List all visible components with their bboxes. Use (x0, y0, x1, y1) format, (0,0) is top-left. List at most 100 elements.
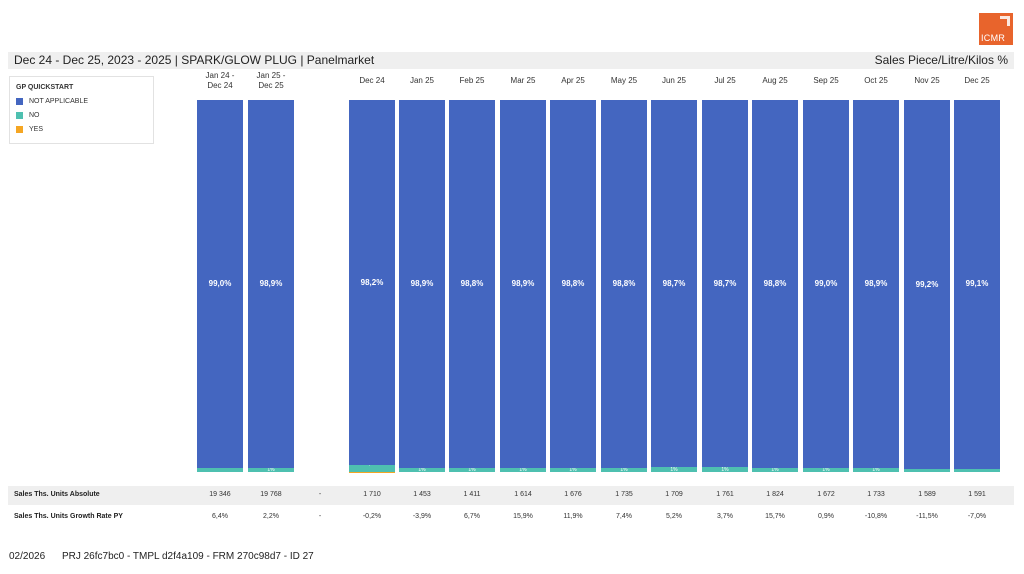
bar-segment-not-applicable (904, 100, 950, 470)
bar-segment-no (752, 467, 798, 472)
table-cell: -10,8% (864, 513, 888, 520)
table-cell: 1 591 (968, 491, 986, 498)
table-cell: 5,2% (666, 513, 682, 520)
data-label: 1% (418, 466, 426, 473)
data-label: 1% (670, 466, 678, 473)
legend-swatch (16, 126, 23, 133)
data-label: 99,0% (208, 279, 232, 289)
bar-segment-not-applicable (803, 100, 849, 469)
bar-segment-not-applicable (500, 100, 546, 468)
table-cell: 15,9% (513, 513, 533, 520)
data-label: 99,0% (814, 279, 838, 289)
category-label-line: Dec 24 (207, 81, 233, 90)
table-cell: 19 768 (260, 491, 282, 498)
bar-segment-not-applicable (248, 100, 294, 468)
title-bar: Dec 24 - Dec 25, 2023 - 2025 | SPARK/GLO… (8, 52, 1014, 69)
table-cell: 7,4% (616, 513, 632, 520)
row-label: Sales Ths. Units Growth Rate PY (14, 513, 123, 520)
bar-segment-no (853, 467, 899, 472)
category-label-line: Oct 25 (864, 76, 888, 85)
data-label: 98,9% (259, 278, 283, 288)
bar-segment-not-applicable (399, 100, 445, 468)
bar-segment-no (651, 467, 697, 472)
table-cell: 3,7% (717, 513, 733, 520)
data-label: 98,8% (763, 278, 787, 288)
table-cell: 1 453 (413, 491, 431, 498)
data-label: 98,2% (360, 277, 384, 287)
data-label: 98,7% (662, 278, 686, 288)
footer: 02/2026 PRJ 26fc7bc0 - TMPL d2f4a109 - F… (9, 551, 328, 562)
legend-swatch (16, 112, 23, 119)
category-label: Nov 25 (897, 76, 957, 86)
category-label: Jan 25 - Dec 25 (241, 71, 301, 91)
logo-text: ICMR (981, 33, 1006, 43)
data-label: 98,7% (713, 278, 737, 288)
table-cell: 19 346 (209, 491, 231, 498)
table-cell: 1 710 (363, 491, 381, 498)
table-cell: 0,9% (818, 513, 834, 520)
brand-logo: ICMR (979, 13, 1013, 45)
category-label: Dec 24 (342, 76, 402, 86)
data-label: 1% (519, 466, 527, 473)
category-label-line: Jul 25 (714, 76, 736, 85)
table-cell: 11,9% (563, 513, 583, 520)
category-label-line: Jan 25 - (256, 71, 286, 80)
table-cell: -0,2% (362, 513, 382, 520)
category-label-line: Jan 25 (409, 76, 435, 85)
category-label-line: Jan 24 - (205, 71, 235, 80)
category-label-line: Aug 25 (762, 76, 788, 85)
data-label: 98,8% (460, 278, 484, 288)
category-label: Jul 25 (695, 76, 755, 86)
category-label: Mar 25 (493, 76, 553, 86)
table-cell: 6,4% (212, 513, 228, 520)
category-label: Jan 24 - Dec 24 (190, 71, 250, 91)
bar-segment-no (601, 467, 647, 472)
table-cell: - (318, 491, 322, 498)
table-cell: 1 733 (867, 491, 885, 498)
table-cell: 1 735 (615, 491, 633, 498)
bar-segment-no (702, 467, 748, 472)
data-label: 1% (822, 467, 830, 474)
data-label: 1% (569, 466, 577, 473)
table-row-growth: Sales Ths. Units Growth Rate PY 6,4% 2,2%… (8, 508, 1014, 527)
bar-segment-not-applicable (954, 100, 1000, 469)
legend-title: GP QUICKSTART (16, 84, 74, 91)
data-label: 99,2% (915, 279, 939, 289)
category-label: Aug 25 (745, 76, 805, 86)
legend-label: YES (29, 126, 44, 133)
category-label: Apr 25 (543, 76, 603, 86)
category-label-line: Dec 25 (964, 76, 990, 85)
table-cell: 1 761 (716, 491, 734, 498)
category-label: Oct 25 (846, 76, 906, 86)
category-label-line: Mar 25 (510, 76, 536, 85)
bar-segment-not-applicable (197, 100, 243, 469)
data-label: 1% (872, 466, 880, 473)
table-cell: 1 709 (665, 491, 683, 498)
table-cell: 1 411 (463, 491, 481, 498)
legend-swatch (16, 98, 23, 105)
bar-segment-no (904, 469, 950, 472)
data-label: 98,9% (511, 278, 535, 288)
data-label: 98,8% (561, 278, 585, 288)
bar-segment-not-applicable (752, 100, 798, 468)
table-cell: 2,2% (263, 513, 279, 520)
data-label: 1% (468, 466, 476, 473)
measure-label: Sales Piece/Litre/Kilos % (874, 53, 1008, 67)
category-label-line: Nov 25 (914, 76, 940, 85)
table-cell: 1 614 (514, 491, 532, 498)
table-cell: -11,5% (916, 513, 938, 520)
category-label-line: Feb 25 (459, 76, 485, 85)
bar-segment-not-applicable (601, 100, 647, 468)
legend-label: NOT APPLICABLE (29, 98, 89, 105)
data-label: 1% (721, 466, 729, 473)
category-label-line: Dec 25 (258, 81, 284, 90)
chart-legend: GP QUICKSTART NOT APPLICABLE NO YES (9, 76, 154, 144)
data-label: 1% (771, 466, 779, 473)
footer-date: 02/2026 (9, 551, 46, 562)
bar-segment-not-applicable (349, 100, 395, 466)
bar-segment-not-applicable (550, 100, 596, 468)
category-label: Jun 25 (644, 76, 704, 86)
category-label-line: Sep 25 (813, 76, 839, 85)
table-cell: 1 824 (766, 491, 784, 498)
bar-segment-no (550, 467, 596, 472)
